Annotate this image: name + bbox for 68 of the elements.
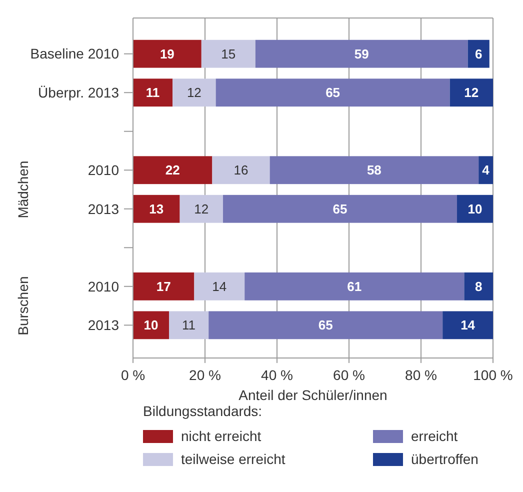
y-tick-label: Baseline 2010 <box>30 46 120 62</box>
data-label: 4 <box>482 162 490 178</box>
legend-title: Bildungsstandards: <box>143 403 262 419</box>
bar <box>478 156 493 184</box>
bar <box>212 156 270 184</box>
bar <box>464 272 493 300</box>
data-label: 58 <box>366 162 382 178</box>
legend-label: erreicht <box>411 428 458 444</box>
bar <box>270 156 479 184</box>
data-label: 65 <box>332 201 348 216</box>
bar <box>255 40 468 68</box>
text: Burschen <box>15 276 31 336</box>
bar <box>442 311 493 340</box>
x-tick-label: 40 % <box>261 367 293 383</box>
data-label: 17 <box>156 278 171 294</box>
legend-label: übertroffen <box>411 450 478 467</box>
data-label: 65 <box>326 85 340 100</box>
bar <box>133 78 173 107</box>
data-label: 22 <box>165 162 180 178</box>
data-label: 11 <box>146 85 160 100</box>
y-tick-label: 2010 <box>88 162 120 178</box>
data-label: 8 <box>474 278 482 294</box>
x-axis-title: Anteil der Schüler/innen <box>238 387 388 403</box>
bar <box>133 311 169 340</box>
bar <box>133 40 202 68</box>
data-label: 10 <box>468 201 482 216</box>
bar <box>223 194 457 223</box>
bar <box>133 156 212 184</box>
data-label: 65 <box>318 318 333 333</box>
bar <box>133 194 180 223</box>
data-label: 61 <box>347 278 362 294</box>
bar <box>244 272 464 300</box>
y-tick-label: Überpr. 2013 <box>38 84 120 100</box>
bar <box>172 78 216 107</box>
bar <box>169 311 209 340</box>
data-label: 12 <box>194 201 209 216</box>
bar <box>194 272 245 300</box>
x-tick-label: 0 % <box>120 367 146 383</box>
data-label: 19 <box>160 46 174 62</box>
bar <box>180 194 223 223</box>
bar <box>216 78 450 107</box>
data-label: 12 <box>186 85 202 100</box>
bar <box>133 272 194 300</box>
y-tick-label: 2010 <box>88 278 120 294</box>
legend-label: teilweise erreicht <box>181 450 286 467</box>
y-tick-label: 2013 <box>88 200 120 217</box>
bar <box>457 194 493 223</box>
bar <box>468 40 490 68</box>
data-label: 13 <box>149 201 164 216</box>
data-label: 12 <box>464 85 479 100</box>
x-tick-label: 80 % <box>405 367 437 383</box>
data-label: 16 <box>234 162 248 178</box>
bar <box>201 40 256 68</box>
data-label: 14 <box>460 318 476 333</box>
bar <box>208 311 443 340</box>
data-label: 11 <box>182 318 196 333</box>
x-tick-label: 100 % <box>473 367 513 383</box>
x-tick-label: 60 % <box>333 367 365 383</box>
text: Mädchen <box>15 160 31 218</box>
bar <box>450 78 493 107</box>
data-label: 6 <box>474 46 482 62</box>
legend-label: nicht erreicht <box>181 428 262 444</box>
data-label: 10 <box>144 318 158 333</box>
data-label: 15 <box>221 46 236 62</box>
y-tick-label: 2013 <box>88 317 120 334</box>
data-label: 14 <box>212 278 227 294</box>
x-tick-label: 20 % <box>189 367 221 383</box>
data-label: 59 <box>354 46 369 62</box>
